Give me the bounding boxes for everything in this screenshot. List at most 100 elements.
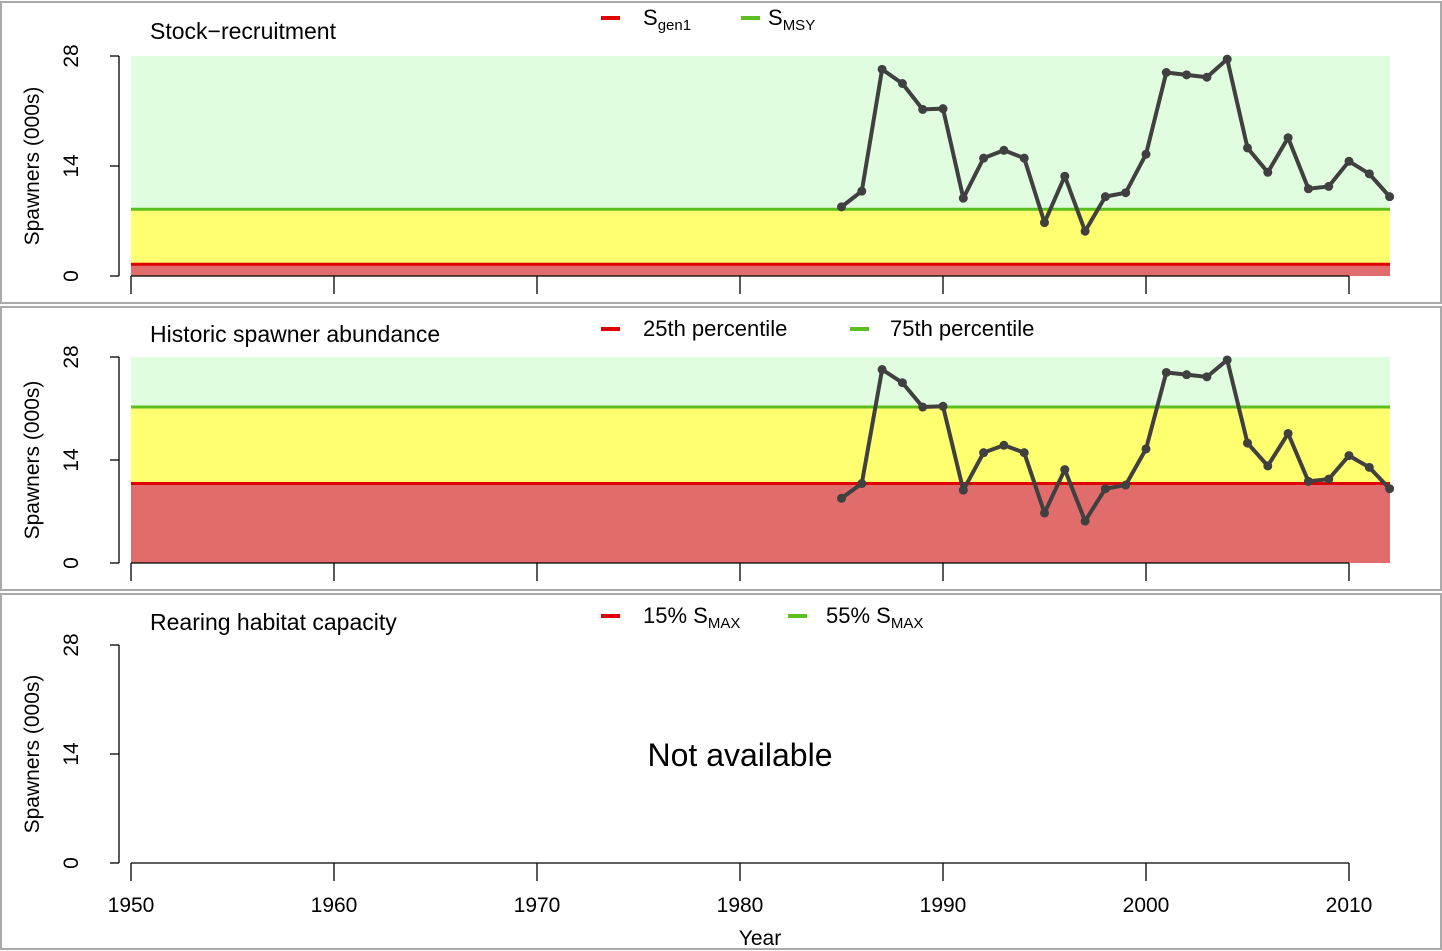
panel-3: 0 14 28 Spawners (000s) 1950 1960 1970 1980 1990… [0, 593, 1442, 950]
data-point [1283, 133, 1293, 143]
yellow-zone [131, 407, 1390, 484]
data-point [1385, 192, 1395, 202]
data-point [1141, 444, 1151, 454]
x-tick-label: 1990 [920, 894, 967, 917]
data-point [1243, 143, 1252, 153]
data-point [1303, 184, 1313, 194]
data-point [1222, 355, 1232, 365]
data-point [1080, 226, 1090, 236]
legend-label-main: 55% S [826, 603, 891, 628]
not-available-note: Not available [648, 737, 833, 773]
data-point [1080, 516, 1090, 526]
y-axis-label: Spawners (000s) [21, 675, 44, 834]
panel-1: 0 14 28 Spawners (000s) Stock−recruitment Sge… [0, 1, 1442, 304]
data-point [1100, 192, 1110, 202]
data-point [1182, 370, 1192, 380]
green-zone [131, 357, 1390, 408]
legend-label-main: 75th percentile [890, 316, 1034, 341]
data-point [1344, 156, 1354, 166]
data-point [979, 153, 989, 163]
x-tick-label: 2000 [1123, 894, 1170, 917]
data-point [897, 378, 907, 388]
data-point [1222, 54, 1232, 64]
panel-title: Stock−recruitment [150, 18, 337, 44]
legend-label: 15% SMAX [643, 603, 740, 632]
series-line [840, 357, 1392, 524]
data-point [1121, 188, 1131, 198]
legend-label-subscript: gen1 [658, 17, 691, 34]
data-point [938, 401, 948, 411]
panel-title: Historic spawner abundance [150, 321, 440, 347]
data-point [877, 365, 887, 375]
data-point [1364, 169, 1374, 179]
y-tick-label: 0 [60, 270, 83, 282]
legend-label-main: 25th percentile [643, 316, 787, 341]
data-point [1263, 167, 1273, 177]
data-point [1364, 462, 1374, 472]
data-point [857, 186, 867, 196]
data-point [1182, 70, 1192, 80]
y-tick-label: 0 [60, 857, 83, 869]
legend-label: 55% SMAX [826, 603, 923, 632]
data-point [857, 479, 867, 489]
data-point [1385, 484, 1395, 494]
yellow-zone [131, 209, 1390, 265]
y-tick-label: 14 [60, 448, 83, 472]
data-point [1019, 448, 1029, 458]
data-point [918, 104, 928, 114]
data-point [979, 448, 989, 458]
panel-title: Rearing habitat capacity [150, 609, 397, 635]
data-point [999, 145, 1009, 155]
data-point [1344, 451, 1354, 461]
data-point [1040, 508, 1049, 518]
data-point [837, 202, 846, 212]
x-tick-label: 1950 [108, 894, 155, 917]
x-tick-label: 1980 [717, 894, 764, 917]
x-tick-label: 1970 [514, 894, 561, 917]
x-axis-label: Year [739, 927, 781, 950]
data-point [938, 104, 948, 114]
panel-border [0, 593, 1442, 950]
series-line [840, 57, 1392, 234]
panel-border [0, 306, 1442, 591]
data-point [958, 485, 968, 495]
y-tick-label: 14 [60, 154, 83, 178]
legend-label-subscript: MAX [708, 615, 741, 632]
data-point [1202, 72, 1212, 82]
y-tick-label: 0 [60, 557, 83, 569]
legend-label-subscript: MSY [783, 17, 816, 34]
legend-label-main: S [643, 5, 658, 30]
y-tick-label: 28 [60, 44, 83, 67]
data-point [877, 64, 887, 74]
y-tick-label: 28 [60, 633, 83, 656]
data-point [1100, 484, 1110, 494]
legend-label: 75th percentile [890, 316, 1034, 341]
data-point [1060, 171, 1070, 181]
panel-border [0, 1, 1442, 304]
legend-label-subscript: MAX [891, 615, 924, 632]
data-point [1283, 429, 1293, 439]
x-tick-label: 1960 [311, 894, 358, 917]
data-point [1202, 372, 1212, 382]
data-point [1040, 218, 1049, 228]
data-point [1060, 465, 1070, 475]
x-tick-label: 2010 [1326, 894, 1373, 917]
data-point [837, 493, 846, 503]
data-point [1141, 149, 1151, 159]
data-point [1019, 153, 1029, 163]
data-point [999, 440, 1009, 450]
legend-label: 25th percentile [643, 316, 787, 341]
red-zone [131, 483, 1390, 563]
data-point [1324, 181, 1334, 191]
data-point [1303, 476, 1313, 486]
data-point [1121, 480, 1131, 490]
data-point [897, 79, 907, 88]
data-point [1161, 68, 1171, 77]
y-tick-label: 28 [60, 345, 83, 368]
red-zone [131, 264, 1390, 276]
y-axis-label: Spawners (000s) [21, 87, 44, 246]
data-point [1324, 474, 1334, 484]
legend-label-main: S [768, 5, 783, 30]
data-point [1161, 367, 1171, 377]
